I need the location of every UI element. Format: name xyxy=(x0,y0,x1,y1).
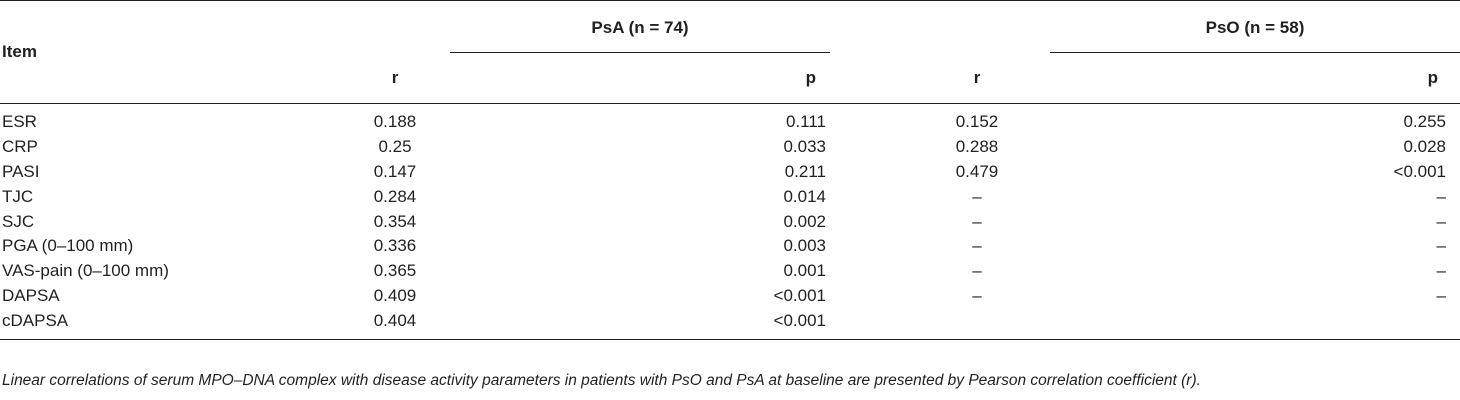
row-item-label: TJC xyxy=(2,186,34,206)
pso-p-value: – xyxy=(1436,285,1446,305)
psa-p-value: 0.014 xyxy=(783,186,826,206)
gap-cell xyxy=(830,234,920,259)
row-item-label: ESR xyxy=(2,112,37,132)
psa-p-value: <0.001 xyxy=(773,285,826,305)
table-row: ESR 0.188 0.111 0.152 0.255 xyxy=(0,104,1460,135)
table-row: VAS-pain (0–100 mm) 0.365 0.001 – – xyxy=(0,259,1460,284)
table-row: PGA (0–100 mm) 0.336 0.003 – – xyxy=(0,234,1460,259)
table-header: Item PsA (n = 74) PsO (n = 58) r xyxy=(0,0,1460,104)
pso-p-value: – xyxy=(1436,211,1446,231)
pso-group-header: PsO (n = 58) xyxy=(920,1,1460,53)
correlation-table: Item PsA (n = 74) PsO (n = 58) r xyxy=(0,0,1460,340)
pso-p-header: p xyxy=(1427,68,1438,87)
psa-r-value: 0.284 xyxy=(373,186,417,206)
header-row-groups: Item PsA (n = 74) PsO (n = 58) xyxy=(0,0,1460,61)
psa-r-value: 0.336 xyxy=(373,236,417,256)
pso-p-value: 0.255 xyxy=(1403,112,1446,132)
gap-cell xyxy=(830,259,920,284)
psa-p-value: 0.002 xyxy=(783,211,826,231)
pso-r-value: – xyxy=(972,236,982,256)
table-footnote: Linear correlations of serum MPO–DNA com… xyxy=(2,372,1201,389)
row-item-label: SJC xyxy=(2,211,35,231)
table-body: ESR 0.188 0.111 0.152 0.255 CRP 0.25 0.0… xyxy=(0,104,1460,340)
pso-p-value: 0.028 xyxy=(1403,137,1446,157)
psa-p-value: 0.111 xyxy=(785,112,826,132)
psa-r-value: 0.147 xyxy=(373,161,417,181)
pso-r-value: 0.479 xyxy=(955,161,999,181)
pso-p-value: – xyxy=(1436,236,1446,256)
row-item-label: VAS-pain (0–100 mm) xyxy=(2,261,169,281)
header-gap xyxy=(830,1,920,54)
gap-cell xyxy=(830,135,920,160)
psa-r-value: 0.409 xyxy=(373,285,417,305)
psa-p-header: p xyxy=(805,68,816,87)
pso-r-value: – xyxy=(972,285,982,305)
gap-cell xyxy=(830,308,920,339)
table-row: cDAPSA 0.404 <0.001 xyxy=(0,308,1460,339)
psa-p-value: 0.033 xyxy=(783,137,826,157)
pso-r-value: 0.288 xyxy=(955,137,999,157)
psa-r-value: 0.188 xyxy=(373,112,417,132)
psa-r-value: 0.25 xyxy=(378,137,412,157)
pso-r-value: – xyxy=(972,186,982,206)
table-row: PASI 0.147 0.211 0.479 <0.001 xyxy=(0,160,1460,185)
psa-r-header: r xyxy=(391,68,399,87)
gap-cell xyxy=(830,209,920,234)
table-row: DAPSA 0.409 <0.001 – – xyxy=(0,284,1460,309)
table-row: CRP 0.25 0.033 0.288 0.028 xyxy=(0,135,1460,160)
pso-p-value: – xyxy=(1436,261,1446,281)
gap-cell xyxy=(830,184,920,209)
table-row: TJC 0.284 0.014 – – xyxy=(0,184,1460,209)
pso-r-value: 0.152 xyxy=(955,112,999,132)
pso-group-underline xyxy=(1050,52,1460,53)
pso-p-value xyxy=(1150,308,1460,339)
psa-group-underline xyxy=(450,52,830,53)
pso-r-value: – xyxy=(972,261,982,281)
header-gap-2 xyxy=(830,53,920,104)
pso-r-value xyxy=(920,308,1150,339)
gap-cell xyxy=(830,104,920,135)
header-row-stats: r p r p xyxy=(0,53,1460,104)
pso-p-value: <0.001 xyxy=(1393,161,1446,181)
psa-p-value: 0.211 xyxy=(784,161,826,181)
row-item-label: cDAPSA xyxy=(2,310,69,330)
correlation-table-container: Item PsA (n = 74) PsO (n = 58) r xyxy=(0,0,1460,340)
item-column-header: Item xyxy=(2,42,37,61)
pso-r-header: r xyxy=(973,68,981,87)
psa-group-label: PsA (n = 74) xyxy=(591,18,689,37)
table-row: SJC 0.354 0.002 – – xyxy=(0,209,1460,234)
row-item-label: PGA (0–100 mm) xyxy=(2,236,134,256)
psa-r-value: 0.365 xyxy=(373,261,417,281)
psa-p-value: 0.001 xyxy=(783,261,826,281)
psa-p-value: <0.001 xyxy=(773,310,826,330)
pso-p-value: – xyxy=(1436,186,1446,206)
row-item-label: CRP xyxy=(2,137,38,157)
pso-r-value: – xyxy=(972,211,982,231)
psa-group-header: PsA (n = 74) xyxy=(340,1,830,53)
psa-p-value: 0.003 xyxy=(783,236,826,256)
pso-group-label: PsO (n = 58) xyxy=(1205,18,1305,37)
row-item-label: DAPSA xyxy=(2,285,60,305)
psa-r-value: 0.354 xyxy=(373,211,417,231)
gap-cell xyxy=(830,160,920,185)
row-item-label: PASI xyxy=(2,161,40,181)
psa-r-value: 0.404 xyxy=(373,310,417,330)
gap-cell xyxy=(830,284,920,309)
